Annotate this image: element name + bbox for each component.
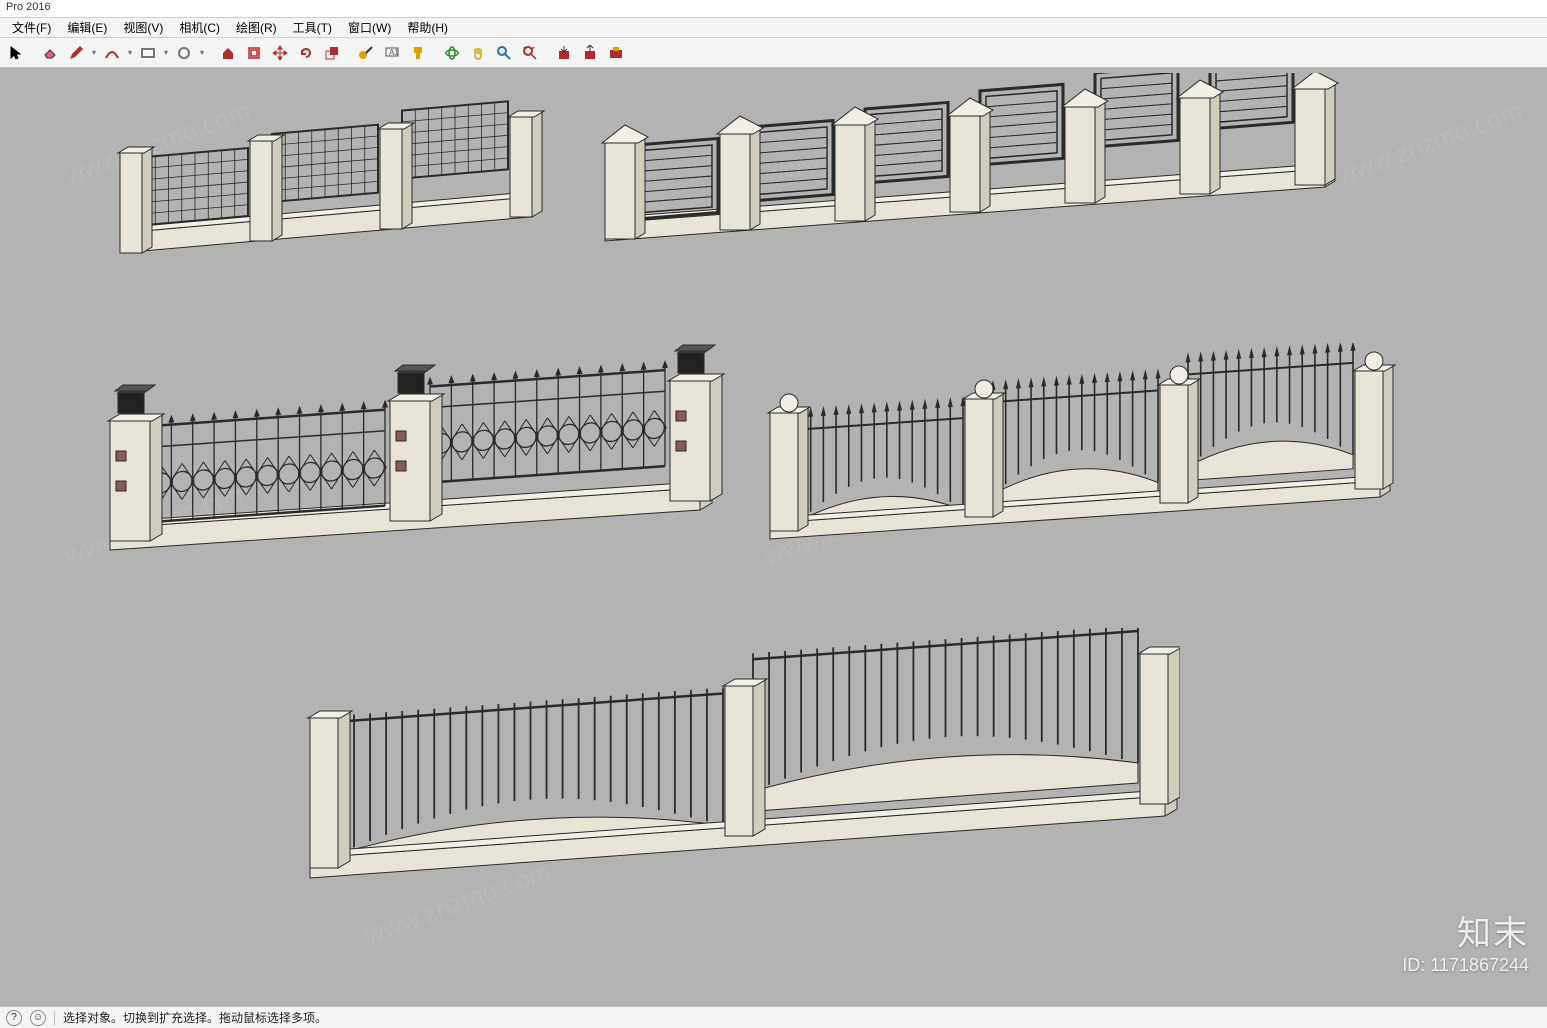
tool-cursor-button[interactable] <box>4 41 28 65</box>
watermark-corner: 知末 ID: 1171867244 <box>1402 906 1529 976</box>
menu-window[interactable]: 窗口(W) <box>340 17 399 38</box>
menu-file[interactable]: 文件(F) <box>4 17 59 38</box>
pan-icon <box>470 45 486 61</box>
menu-draw[interactable]: 绘图(R) <box>228 17 285 38</box>
offset-icon <box>246 45 262 61</box>
move-icon <box>272 45 288 61</box>
dropdown-chevron-icon[interactable]: ▾ <box>126 41 134 65</box>
dropdown-chevron-icon[interactable]: ▾ <box>198 41 206 65</box>
tool-eraser-button[interactable] <box>38 41 62 65</box>
status-bar: ? ☺ 选择对象。切换到扩充选择。拖动鼠标选择多项。 <box>0 1006 1547 1028</box>
fence-model-spear-globes[interactable] <box>750 343 1400 553</box>
tape-icon <box>358 45 374 61</box>
watermark-brand: 知末 <box>1402 906 1529 955</box>
fence-model-grid[interactable] <box>100 93 560 273</box>
tool-ext-button[interactable] <box>604 41 628 65</box>
app-title: Pro 2016 <box>6 1 51 13</box>
svg-text:A1: A1 <box>389 48 399 57</box>
arc-icon <box>104 45 120 61</box>
tool-circle-button[interactable] <box>172 41 196 65</box>
tool-tape-button[interactable] <box>354 41 378 65</box>
tool-zoom-button[interactable] <box>492 41 516 65</box>
toolbar: ▾ ▾ ▾ ▾ A1 <box>0 38 1547 68</box>
menu-camera[interactable]: 相机(C) <box>171 17 228 38</box>
menu-tools[interactable]: 工具(T) <box>285 17 340 38</box>
text-label-icon: A1 <box>384 45 400 61</box>
separator <box>54 1011 55 1025</box>
eraser-icon <box>42 45 58 61</box>
wh-send-icon <box>582 45 598 61</box>
scale-icon <box>324 45 340 61</box>
status-hint: 选择对象。切换到扩充选择。拖动鼠标选择多项。 <box>63 1009 327 1026</box>
dropdown-chevron-icon[interactable]: ▾ <box>90 41 98 65</box>
fence-model-lattice[interactable] <box>585 73 1345 273</box>
circle-icon <box>176 45 192 61</box>
rect-icon <box>140 45 156 61</box>
menu-help[interactable]: 帮助(H) <box>399 17 456 38</box>
watermark-id: ID: 1171867244 <box>1402 955 1529 976</box>
tool-wh-get-button[interactable] <box>552 41 576 65</box>
tool-zoom-ext-button[interactable] <box>518 41 542 65</box>
paint-icon <box>410 45 426 61</box>
viewport[interactable]: www.znzmo.com www.znzmo.com www.znzmo.co… <box>0 68 1547 1006</box>
cursor-icon <box>8 45 24 61</box>
tool-offset-button[interactable] <box>242 41 266 65</box>
pushpull-icon <box>220 45 236 61</box>
menu-view[interactable]: 视图(V) <box>115 17 171 38</box>
tool-move-button[interactable] <box>268 41 292 65</box>
fence-model-ornate-lamps[interactable] <box>80 343 730 563</box>
orbit-icon <box>444 45 460 61</box>
dropdown-chevron-icon[interactable]: ▾ <box>162 41 170 65</box>
tool-arc-button[interactable] <box>100 41 124 65</box>
tool-pan-button[interactable] <box>466 41 490 65</box>
title-bar: Pro 2016 <box>0 0 1547 18</box>
status-help-icon[interactable]: ? <box>6 1010 22 1026</box>
menu-edit[interactable]: 编辑(E) <box>59 17 115 38</box>
tool-pencil-button[interactable] <box>64 41 88 65</box>
rotate-icon <box>298 45 314 61</box>
zoom-ext-icon <box>522 45 538 61</box>
status-user-icon[interactable]: ☺ <box>30 1010 46 1026</box>
tool-rect-button[interactable] <box>136 41 160 65</box>
ext-icon <box>608 45 624 61</box>
tool-text-label-button[interactable]: A1 <box>380 41 404 65</box>
tool-rotate-button[interactable] <box>294 41 318 65</box>
tool-orbit-button[interactable] <box>440 41 464 65</box>
tool-scale-button[interactable] <box>320 41 344 65</box>
watermark-diagonal: www.znzmo.com <box>1333 96 1527 192</box>
fence-model-vertical-curved[interactable] <box>280 628 1180 888</box>
tool-paint-button[interactable] <box>406 41 430 65</box>
tool-wh-send-button[interactable] <box>578 41 602 65</box>
wh-get-icon <box>556 45 572 61</box>
zoom-icon <box>496 45 512 61</box>
menu-bar: 文件(F) 编辑(E) 视图(V) 相机(C) 绘图(R) 工具(T) 窗口(W… <box>0 18 1547 38</box>
pencil-icon <box>68 45 84 61</box>
tool-pushpull-button[interactable] <box>216 41 240 65</box>
